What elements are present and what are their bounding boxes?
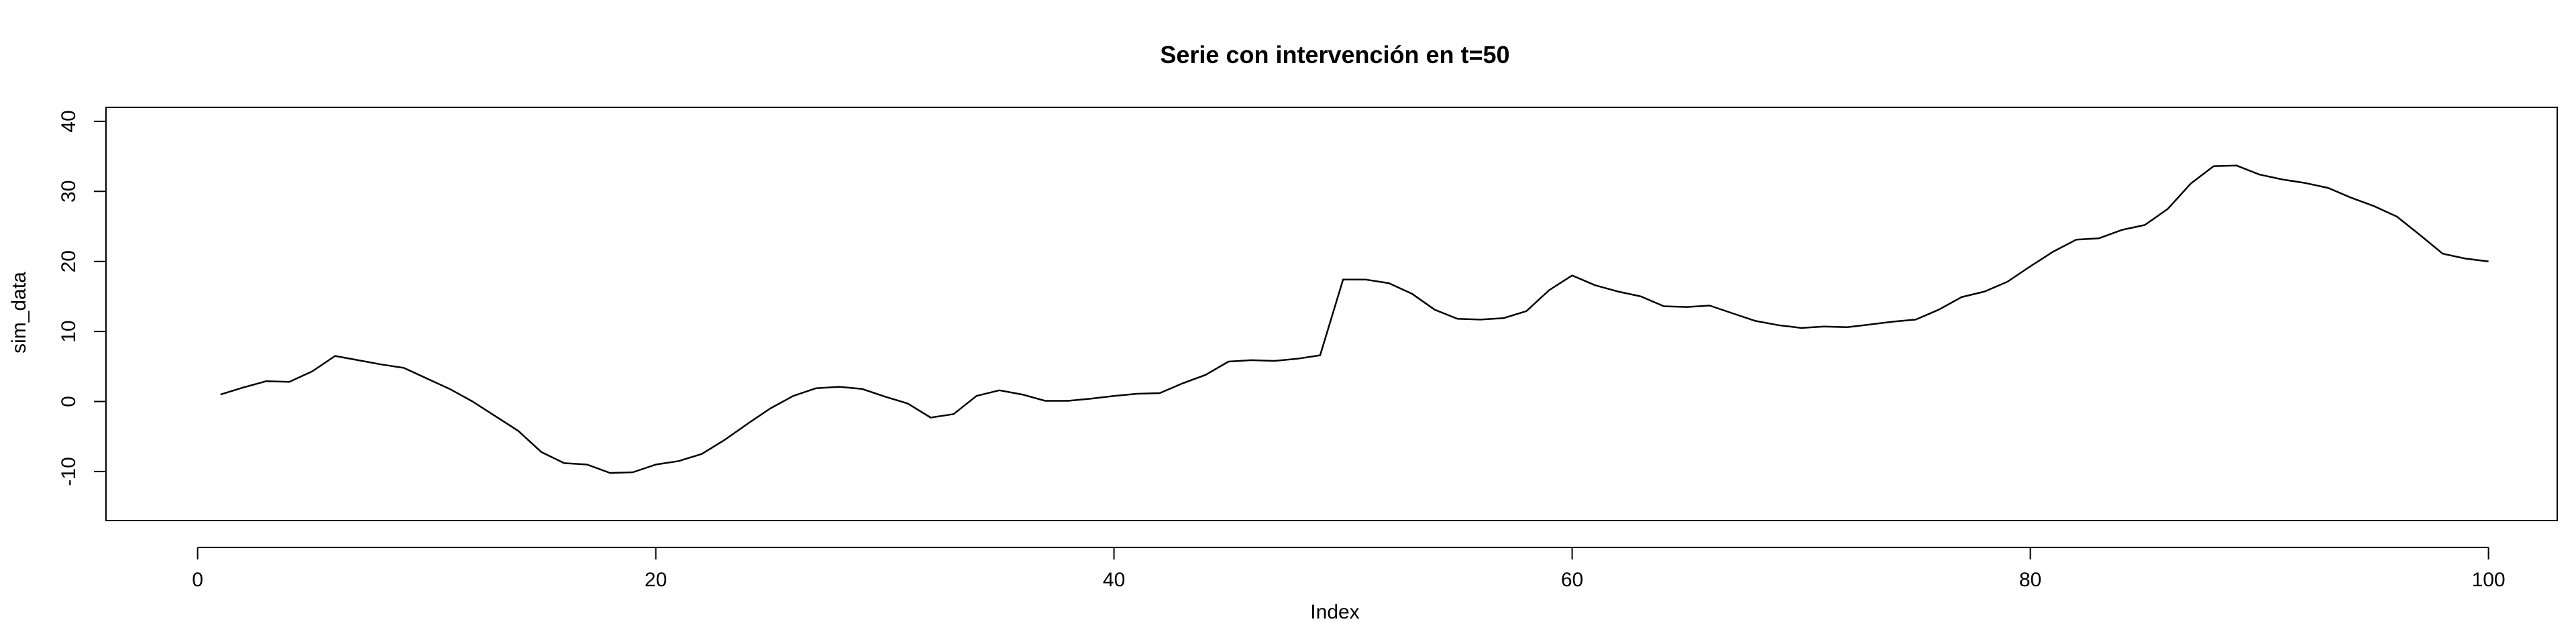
y-tick-label: 0 <box>58 396 80 407</box>
y-axis: -10 0 10 20 30 40 <box>58 110 107 486</box>
y-tick-label: 10 <box>58 320 80 342</box>
chart-title: Serie con intervención en t=50 <box>1160 41 1509 68</box>
x-tick-label: 100 <box>2472 569 2506 591</box>
x-tick-label: 0 <box>192 569 203 591</box>
y-axis-label: sim_data <box>8 272 30 354</box>
x-axis: 0 20 40 60 80 100 <box>192 547 2506 591</box>
y-tick-label: -10 <box>58 457 80 486</box>
x-tick-label: 80 <box>2019 569 2041 591</box>
y-tick-label: 30 <box>58 180 80 203</box>
x-tick-label: 20 <box>645 569 667 591</box>
plot-frame <box>105 107 2558 521</box>
y-tick-label: 20 <box>58 250 80 272</box>
series-line <box>220 164 2489 474</box>
x-tick-label: 40 <box>1103 569 1125 591</box>
y-tick-label: 40 <box>58 110 80 132</box>
x-axis-label: Index <box>1310 601 1359 623</box>
x-tick-label: 60 <box>1561 569 1583 591</box>
